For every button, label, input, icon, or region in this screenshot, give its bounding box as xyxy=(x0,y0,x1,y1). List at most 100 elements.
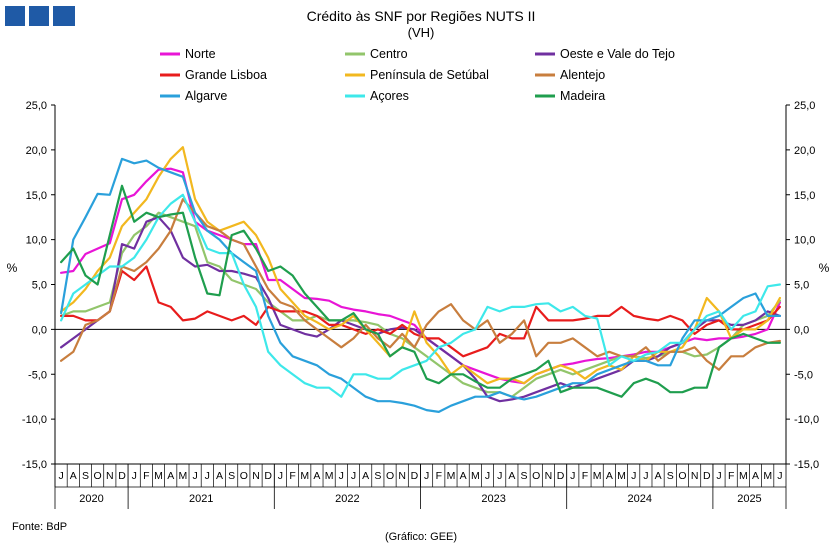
y-tick-label-left: 25,0 xyxy=(26,100,47,112)
month-tick-label: N xyxy=(691,470,699,482)
year-label: 2021 xyxy=(189,493,213,505)
legend-label: Açores xyxy=(370,89,409,103)
chart-subtitle: (VH) xyxy=(408,25,435,40)
month-tick-label: F xyxy=(289,470,295,482)
month-tick-label: A xyxy=(606,470,613,482)
month-tick-label: J xyxy=(777,470,782,482)
month-tick-label: J xyxy=(497,470,502,482)
logo-square-1 xyxy=(5,6,25,26)
month-tick-label: M xyxy=(447,470,456,482)
series-line-algarve xyxy=(59,157,782,413)
legend-label: Grande Lisboa xyxy=(185,68,267,82)
month-tick-label: F xyxy=(436,470,442,482)
month-tick-label: D xyxy=(411,470,419,482)
y-tick-label-right: 5,0 xyxy=(794,280,809,292)
month-tick-label: J xyxy=(643,470,648,482)
month-tick-label: O xyxy=(240,470,248,482)
month-tick-label: D xyxy=(118,470,126,482)
month-tick-label: J xyxy=(132,470,137,482)
chart-title: Crédito às SNF por Regiões NUTS II xyxy=(307,8,536,24)
year-label: 2022 xyxy=(335,493,359,505)
month-tick-label: M xyxy=(617,470,626,482)
month-tick-label: J xyxy=(339,470,344,482)
month-tick-label: J xyxy=(58,470,63,482)
month-tick-label: M xyxy=(300,470,309,482)
y-tick-label-left: 0,0 xyxy=(32,324,47,336)
y-tick-label-right: 0,0 xyxy=(794,324,809,336)
legend-label: Alentejo xyxy=(560,68,605,82)
y-axis-label-left: % xyxy=(7,261,18,275)
y-tick-label-left: 5,0 xyxy=(32,280,47,292)
y-tick-label-right: 25,0 xyxy=(794,100,815,112)
month-tick-label: D xyxy=(557,470,565,482)
year-label: 2024 xyxy=(628,493,652,505)
month-tick-label: S xyxy=(82,470,89,482)
y-tick-label-left: 20,0 xyxy=(26,145,47,157)
month-tick-label: S xyxy=(667,470,674,482)
month-tick-label: M xyxy=(471,470,480,482)
month-tick-label: J xyxy=(205,470,210,482)
month-tick-label: N xyxy=(106,470,114,482)
year-label: 2025 xyxy=(737,493,761,505)
graphic-credit: (Gráfico: GEE) xyxy=(385,531,457,543)
month-tick-label: S xyxy=(521,470,528,482)
y-tick-label-left: -15,0 xyxy=(22,459,47,471)
series-line-pen-nsula-de-set-bal xyxy=(59,146,782,385)
legend: Norte Centro Oeste e Vale do Tejo Grande Li… xyxy=(160,47,675,103)
month-tick-label: M xyxy=(763,470,772,482)
month-tick-label: A xyxy=(362,470,369,482)
y-tick-label-right: -10,0 xyxy=(794,414,819,426)
month-tick-label: M xyxy=(325,470,334,482)
year-label: 2020 xyxy=(79,493,103,505)
legend-label: Algarve xyxy=(185,89,227,103)
month-tick-label: M xyxy=(739,470,748,482)
y-axis-label-right: % xyxy=(819,261,830,275)
month-tick-label: S xyxy=(228,470,235,482)
y-tick-label-right: -5,0 xyxy=(794,369,813,381)
month-tick-label: F xyxy=(582,470,588,482)
y-tick-label-right: -15,0 xyxy=(794,459,819,471)
series-line-centro xyxy=(59,211,782,398)
axes: -15,0 -15,0 -10,0 -10,0 -5,0 -5,0 0,0 0,0 5,0 5,0… xyxy=(22,100,819,509)
legend-label: Península de Setúbal xyxy=(370,68,489,82)
legend-label: Norte xyxy=(185,47,216,61)
month-tick-label: N xyxy=(545,470,553,482)
month-tick-label: J xyxy=(485,470,490,482)
month-tick-label: N xyxy=(398,470,406,482)
month-tick-label: O xyxy=(94,470,102,482)
y-tick-label-right: 15,0 xyxy=(794,190,815,202)
month-tick-label: F xyxy=(143,470,149,482)
y-tick-label-right: 10,0 xyxy=(794,235,815,247)
month-tick-label: J xyxy=(424,470,429,482)
month-tick-label: A xyxy=(313,470,320,482)
month-tick-label: M xyxy=(593,470,602,482)
source-note: Fonte: BdP xyxy=(12,521,67,533)
month-tick-label: O xyxy=(386,470,394,482)
month-tick-label: O xyxy=(532,470,540,482)
series-line-alentejo xyxy=(59,198,782,371)
month-tick-label: F xyxy=(728,470,734,482)
y-tick-label-left: -10,0 xyxy=(22,414,47,426)
month-tick-label: J xyxy=(716,470,721,482)
month-tick-label: O xyxy=(678,470,686,482)
month-tick-label: M xyxy=(154,470,163,482)
month-tick-label: A xyxy=(508,470,515,482)
month-tick-label: A xyxy=(70,470,77,482)
month-tick-label: D xyxy=(703,470,711,482)
logo xyxy=(5,6,75,26)
month-tick-label: D xyxy=(264,470,272,482)
month-tick-label: J xyxy=(631,470,636,482)
y-tick-label-left: 15,0 xyxy=(26,190,47,202)
month-tick-label: A xyxy=(167,470,174,482)
month-tick-label: A xyxy=(216,470,223,482)
month-tick-label: S xyxy=(374,470,381,482)
legend-label: Madeira xyxy=(560,89,605,103)
logo-square-3 xyxy=(53,6,75,26)
series-line-madeira xyxy=(59,184,782,398)
legend-label: Oeste e Vale do Tejo xyxy=(560,47,675,61)
month-tick-label: M xyxy=(179,470,188,482)
year-label: 2023 xyxy=(481,493,505,505)
month-tick-label: A xyxy=(460,470,467,482)
y-tick-label-right: 20,0 xyxy=(794,145,815,157)
